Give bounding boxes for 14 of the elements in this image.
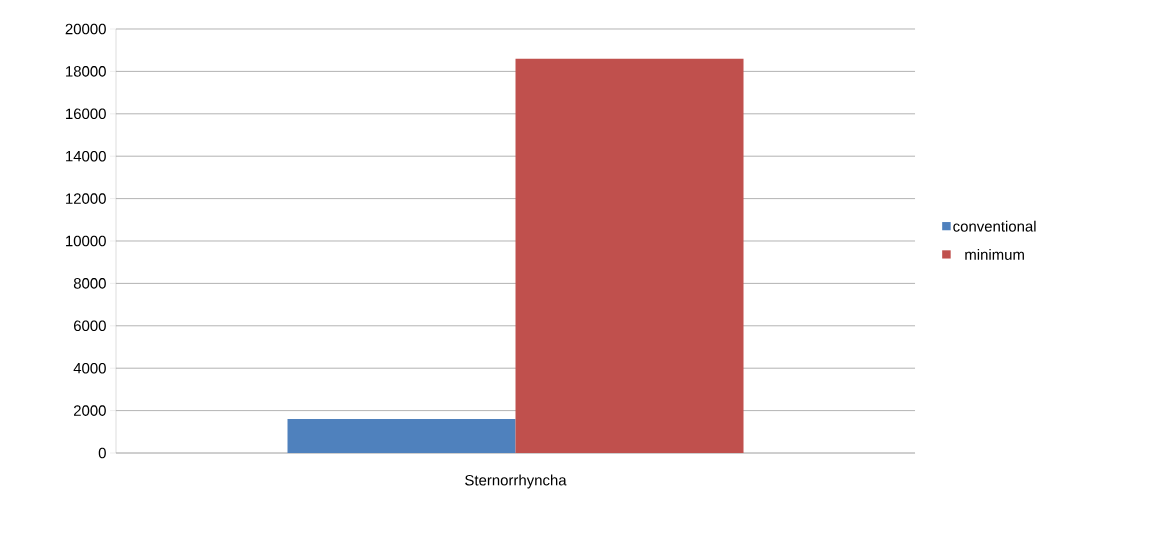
y-tick-label: 20000 [65, 23, 106, 35]
y-tick-label: 4000 [73, 362, 106, 374]
y-tick-label: 12000 [66, 193, 106, 204]
legend-label: minimum [965, 248, 1024, 260]
y-tick-label: 18000 [66, 66, 106, 77]
legend-label: conventional [953, 220, 1036, 232]
x-tick-label: Sternorrhyncha [465, 474, 567, 489]
y-tick-label: 14000 [66, 150, 106, 162]
y-tick-label: 10000 [66, 235, 106, 247]
y-tick-label: 8000 [73, 278, 106, 289]
y-tick-label: 6000 [74, 320, 106, 332]
y-tick-label: 0 [98, 447, 106, 459]
y-tick-label: 2000 [73, 405, 106, 416]
y-tick-label: 16000 [66, 108, 106, 120]
